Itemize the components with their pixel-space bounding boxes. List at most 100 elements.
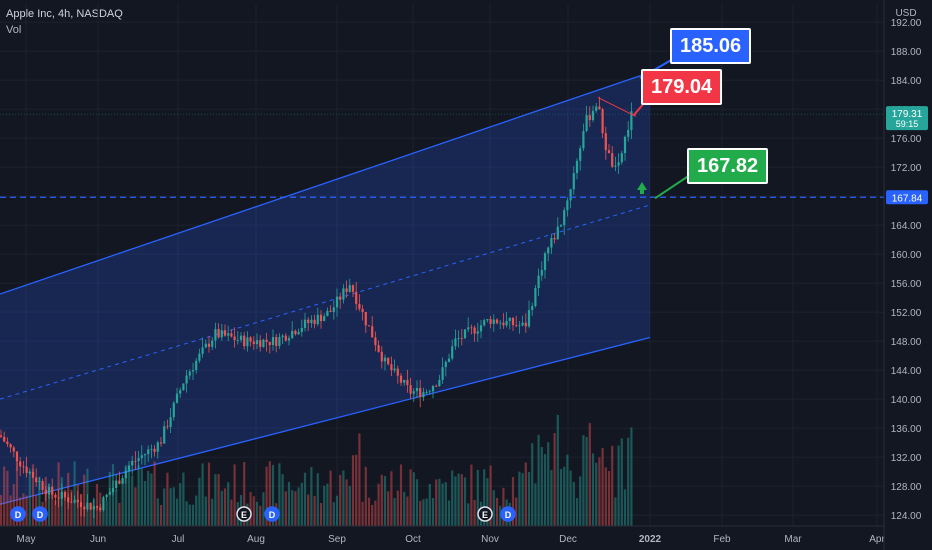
candle-body bbox=[60, 491, 63, 499]
candle-body bbox=[335, 296, 339, 308]
price-axis: 192.00188.00184.00180.00176.00172.00168.… bbox=[886, 8, 928, 522]
candle-body bbox=[499, 322, 502, 324]
volume-bar bbox=[620, 438, 623, 526]
candle-body bbox=[361, 308, 364, 313]
symbol-title: Apple Inc, 4h, NASDAQ bbox=[6, 8, 123, 20]
candle-body bbox=[479, 325, 483, 332]
volume-bar bbox=[511, 477, 515, 526]
candle-body bbox=[95, 506, 99, 508]
candle-body bbox=[73, 499, 76, 503]
candle-body bbox=[326, 310, 329, 317]
candle-body bbox=[19, 461, 22, 467]
candle-body bbox=[611, 153, 614, 167]
candle-body bbox=[534, 288, 537, 307]
volume-bar bbox=[355, 454, 358, 526]
volume-bar bbox=[454, 476, 457, 526]
volume-bar bbox=[291, 490, 294, 526]
volume-bar bbox=[300, 482, 303, 526]
candle-body bbox=[614, 165, 617, 167]
candle-body bbox=[556, 226, 559, 240]
volume-bar bbox=[540, 447, 543, 526]
candle-body bbox=[79, 502, 83, 508]
dividend-D-icon bbox=[10, 506, 26, 522]
volume-bar bbox=[265, 466, 268, 526]
volume-bar bbox=[447, 500, 451, 526]
y-tick-label: 160.00 bbox=[891, 250, 922, 261]
candle-body bbox=[239, 335, 243, 340]
candle-body bbox=[198, 353, 201, 361]
volume-bar bbox=[134, 487, 137, 526]
candle-body bbox=[3, 436, 6, 442]
candle-body bbox=[153, 448, 156, 452]
candle-body bbox=[191, 370, 195, 372]
volume-bar bbox=[12, 484, 15, 526]
candle-body bbox=[444, 361, 447, 368]
candle-body bbox=[76, 499, 79, 503]
volume-bar bbox=[425, 498, 428, 526]
volume-bar bbox=[47, 483, 51, 526]
candle-body bbox=[262, 339, 265, 347]
volume-bar bbox=[547, 442, 550, 526]
candle-body bbox=[364, 312, 367, 326]
candle-body bbox=[607, 150, 611, 154]
volume-bar bbox=[335, 495, 339, 526]
x-tick-label: Aug bbox=[247, 534, 265, 545]
top-pattern-line bbox=[597, 97, 637, 117]
candle-body bbox=[47, 487, 51, 495]
volume-bar bbox=[495, 497, 499, 526]
candle-body bbox=[387, 357, 390, 365]
candle-body bbox=[188, 371, 191, 376]
volume-bar bbox=[351, 455, 355, 526]
volume-bar bbox=[585, 436, 588, 526]
currency-label: USD bbox=[895, 8, 916, 19]
candle-body bbox=[99, 507, 102, 510]
candle-body bbox=[185, 375, 188, 384]
volume-bar bbox=[63, 489, 67, 526]
volume-bar bbox=[473, 499, 476, 526]
volume-bar bbox=[553, 432, 556, 526]
channel-mid-line bbox=[0, 204, 651, 400]
volume-bar bbox=[102, 505, 105, 526]
volume-bar bbox=[140, 468, 143, 526]
volume-bar bbox=[591, 453, 595, 526]
earnings-E-label: E bbox=[241, 510, 247, 520]
candle-body bbox=[211, 340, 214, 347]
time-axis: May Jun Jul Aug Sep Oct Nov Dec 2022 Feb Mar Apr bbox=[0, 0, 885, 550]
volume-bar bbox=[521, 473, 524, 526]
volume-bar bbox=[233, 464, 236, 526]
volume-bar bbox=[489, 465, 492, 526]
volume-bar bbox=[223, 488, 227, 526]
volume-bar bbox=[252, 496, 255, 526]
candle-body bbox=[214, 329, 217, 341]
dividend-D-label: D bbox=[269, 510, 276, 520]
candle-body bbox=[521, 322, 524, 326]
candle-body bbox=[9, 444, 12, 448]
volume-bar bbox=[607, 471, 611, 526]
dividend-D-icon bbox=[264, 506, 280, 522]
callout-support: 167.82 bbox=[687, 148, 769, 184]
candle-body bbox=[140, 455, 143, 459]
volume-bar bbox=[534, 483, 537, 526]
candle-body bbox=[300, 327, 303, 332]
volume-bar bbox=[255, 501, 259, 526]
candle-body bbox=[623, 136, 627, 154]
candle-body bbox=[467, 327, 470, 330]
candle-body bbox=[470, 327, 473, 329]
volume-bar bbox=[374, 500, 377, 526]
candle-body bbox=[182, 383, 185, 391]
candle-body bbox=[342, 288, 345, 300]
up-arrow-icon bbox=[637, 182, 647, 194]
volume-bar bbox=[499, 505, 502, 526]
candle-body bbox=[617, 162, 620, 166]
volume-bar bbox=[537, 434, 540, 526]
dividend-D-icon bbox=[500, 506, 516, 522]
candle-body bbox=[579, 148, 582, 161]
volume-bar bbox=[204, 496, 207, 526]
volume-bar bbox=[271, 464, 275, 526]
volume-bar bbox=[150, 473, 153, 526]
volume-bar bbox=[630, 427, 633, 526]
candle-body bbox=[588, 115, 591, 121]
candle-body bbox=[524, 322, 527, 327]
candle-body bbox=[406, 379, 409, 386]
